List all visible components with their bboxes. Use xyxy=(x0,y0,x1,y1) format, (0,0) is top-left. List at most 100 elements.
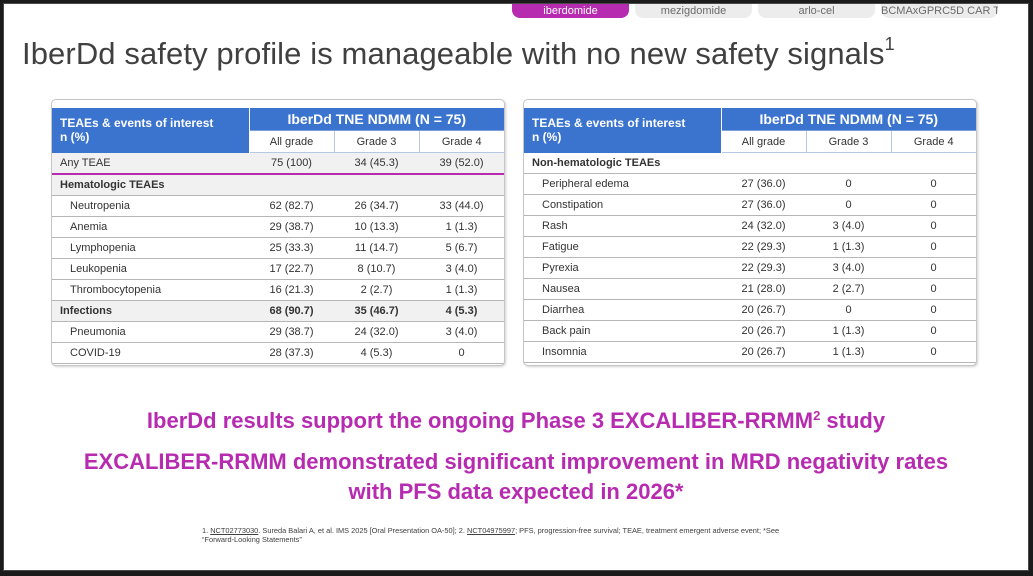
table-cell: 25 (33.3) xyxy=(269,242,314,254)
table-cell: 4 (5.3) xyxy=(419,300,504,322)
footnote-link-nct04975997[interactable]: NCT04975997 xyxy=(467,526,516,535)
table-cell: 22 (29.3) xyxy=(741,241,786,253)
table-cell: 0 xyxy=(845,199,852,211)
left-safety-table: TEAEs & events of interest n (%) IberDd T… xyxy=(52,108,504,364)
tab-iberdomide[interactable]: iberdomide xyxy=(512,4,629,18)
table-row: Back pain 20 (26.7) 1 (1.3) 0 xyxy=(524,321,976,342)
table-cell: 2 (2.7) xyxy=(832,283,865,295)
table-cell: 3 (4.0) xyxy=(445,263,478,275)
table-cell: 26 (34.7) xyxy=(354,200,399,212)
tab-bcma-gprc5d-car-t[interactable]: BCMAxGPRC5D CAR T xyxy=(881,4,998,18)
row-label: Leukopenia xyxy=(70,263,127,275)
table-cell xyxy=(806,152,891,174)
table-cell xyxy=(249,174,334,196)
table-cell: 0 xyxy=(458,347,465,359)
table-cell: 11 (14.7) xyxy=(354,242,399,254)
table-cell: 20 (26.7) xyxy=(741,346,786,358)
row-label: Fatigue xyxy=(542,241,579,253)
table-cell: 27 (36.0) xyxy=(741,199,786,211)
table-row: Fatigue 22 (29.3) 1 (1.3) 0 xyxy=(524,237,976,258)
row-label: Pyrexia xyxy=(542,262,579,274)
table-cell: 29 (38.7) xyxy=(269,221,314,233)
row-label: Neutropenia xyxy=(70,200,130,212)
table-cell: 21 (28.0) xyxy=(741,283,786,295)
table-row: Leukopenia 17 (22.7) 8 (10.7) 3 (4.0) xyxy=(52,259,504,280)
column-header-grade-3: Grade 3 xyxy=(333,130,419,153)
slide-title: IberDd safety profile is manageable with… xyxy=(22,34,895,72)
table-cell: 4 (5.3) xyxy=(360,347,393,359)
table-cell: 16 (21.3) xyxy=(269,284,314,296)
column-header-grade-4: Grade 4 xyxy=(890,130,976,153)
table-cell: 17 (22.7) xyxy=(269,263,314,275)
table-row: Insomnia 20 (26.7) 1 (1.3) 0 xyxy=(524,342,976,363)
table-row: Anemia 29 (38.7) 10 (13.3) 1 (1.3) xyxy=(52,217,504,238)
table-cell xyxy=(334,174,419,196)
table-cell: 3 (4.0) xyxy=(445,326,478,338)
table-cell: 24 (32.0) xyxy=(354,326,399,338)
table-cell: 0 xyxy=(930,262,937,274)
table-cell: 8 (10.7) xyxy=(357,263,396,275)
row-label: Peripheral edema xyxy=(542,178,629,190)
row-label: Nausea xyxy=(542,283,580,295)
table-cell: 0 xyxy=(930,304,937,316)
column-header-all-grade: All grade xyxy=(248,130,334,153)
table-cell: 24 (32.0) xyxy=(741,220,786,232)
table-cell: 1 (1.3) xyxy=(445,221,478,233)
tab-mezigdomide[interactable]: mezigdomide xyxy=(635,4,752,18)
key-message-phase3: IberDd results support the ongoing Phase… xyxy=(4,401,1028,435)
row-label: Rash xyxy=(542,220,568,232)
group-header: IberDd TNE NDMM (N = 75) xyxy=(249,108,504,131)
table-cell: 1 (1.3) xyxy=(832,346,865,358)
table-cell: 3 (4.0) xyxy=(832,262,865,274)
key-message-line2: with PFS data expected in 2026* xyxy=(348,479,684,504)
table-row: Thrombocytopenia 16 (21.3) 2 (2.7) 1 (1.3) xyxy=(52,280,504,301)
table-row: Peripheral edema 27 (36.0) 0 0 xyxy=(524,174,976,195)
row-label: Constipation xyxy=(542,199,604,211)
table-cell xyxy=(891,152,976,174)
row-header: TEAEs & events of interest n (%) xyxy=(52,108,250,153)
table-cell: 28 (37.3) xyxy=(269,347,314,359)
key-message-mrd: EXCALIBER-RRMM demonstrated significant … xyxy=(4,447,1028,507)
table-cell: 35 (46.7) xyxy=(334,300,419,322)
row-label: Non-hematologic TEAEs xyxy=(524,152,721,174)
table-row: Pyrexia 22 (29.3) 3 (4.0) 0 xyxy=(524,258,976,279)
tab-arlo-cel[interactable]: arlo-cel xyxy=(758,4,875,18)
footnote-part: . Sureda Balari A, et al. IMS 2025 [Oral… xyxy=(258,526,467,535)
table-cell: 0 xyxy=(930,283,937,295)
footnote-line2: “Forward-Looking Statements” xyxy=(202,535,302,544)
table-cell: 0 xyxy=(930,241,937,253)
key-message-suffix: study xyxy=(820,408,886,433)
table-cell xyxy=(419,174,504,196)
table-cell: 20 (26.7) xyxy=(741,325,786,337)
slide-title-text: IberDd safety profile is manageable with… xyxy=(22,36,885,71)
table-cell: 34 (45.3) xyxy=(334,152,419,174)
footnote-link-nct02773030[interactable]: NCT02773030 xyxy=(210,526,259,535)
table-row: COVID-19 28 (37.3) 4 (5.3) 0 xyxy=(52,343,504,364)
row-header-line2: n (%) xyxy=(532,130,562,145)
table-cell: 27 (36.0) xyxy=(741,178,786,190)
left-table-card: TEAEs & events of interest n (%) IberDd T… xyxy=(51,99,505,366)
row-label: Pneumonia xyxy=(70,326,126,338)
table-cell: 75 (100) xyxy=(249,152,334,174)
table-row: Rash 24 (32.0) 3 (4.0) 0 xyxy=(524,216,976,237)
table-row: Infections 68 (90.7) 35 (46.7) 4 (5.3) xyxy=(52,300,504,322)
key-message-line1: EXCALIBER-RRMM demonstrated significant … xyxy=(83,449,949,474)
row-label: Infections xyxy=(52,300,249,322)
table-row: Any TEAE 75 (100) 34 (45.3) 39 (52.0) xyxy=(52,152,504,174)
table-cell: 10 (13.3) xyxy=(354,221,399,233)
table-cell: 68 (90.7) xyxy=(249,300,334,322)
column-header-grade-3: Grade 3 xyxy=(805,130,891,153)
column-header-all-grade: All grade xyxy=(720,130,806,153)
table-row: Neutropenia 62 (82.7) 26 (34.7) 33 (44.0) xyxy=(52,196,504,217)
table-cell: 1 (1.3) xyxy=(445,284,478,296)
row-header-line2: n (%) xyxy=(60,130,90,145)
table-cell: 62 (82.7) xyxy=(269,200,314,212)
row-label: Lymphopenia xyxy=(70,242,136,254)
table-row: Diarrhea 20 (26.7) 0 0 xyxy=(524,300,976,321)
key-message-text: IberDd results support the ongoing Phase… xyxy=(146,408,814,433)
row-label: Anemia xyxy=(70,221,108,233)
table-cell: 0 xyxy=(845,304,852,316)
footnote-part: ; PFS, progression-free survival; TEAE, … xyxy=(515,526,780,535)
table-cell: 0 xyxy=(930,346,937,358)
table-cell: 20 (26.7) xyxy=(741,304,786,316)
